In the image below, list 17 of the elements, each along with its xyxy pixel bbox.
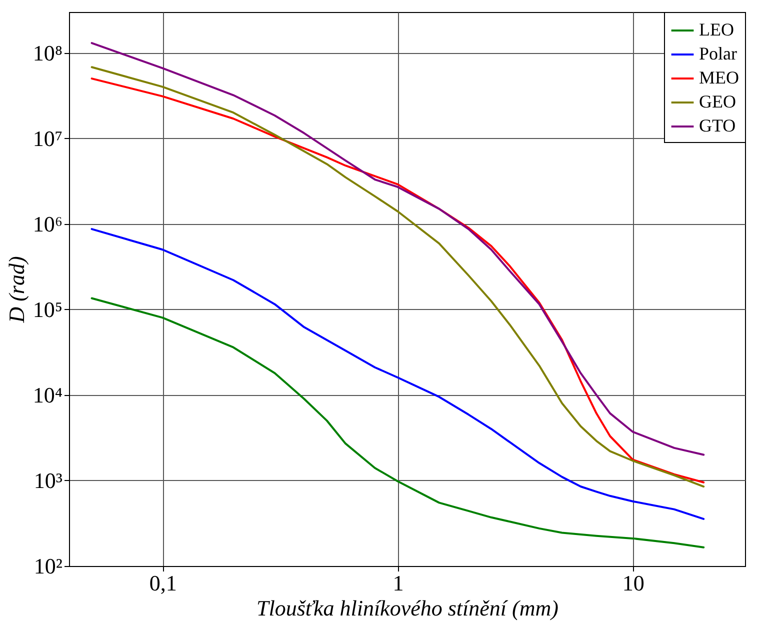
y-tick-label: 10⁶ [32,211,62,236]
legend-label: GEO [699,92,736,112]
legend-label: GTO [699,116,736,136]
y-tick-label: 10³ [34,468,63,493]
y-tick-label: 10⁷ [32,126,62,151]
x-tick-label: 10 [622,570,644,596]
y-tick-label: 10⁵ [32,296,62,322]
y-tick-label: 10⁸ [32,40,62,66]
legend-label: Polar [699,44,737,64]
y-axis-title: D (rad) [4,256,29,324]
y-tick-label: 10² [34,554,63,578]
x-axis-title: Tloušťka hliníkového stínění (mm) [256,596,558,620]
legend-label: LEO [699,20,734,40]
x-tick-label: 1 [392,570,404,596]
y-tick-label: 10⁴ [32,382,63,408]
legend-label: MEO [699,68,739,88]
x-tick-label: 0,1 [149,570,177,596]
